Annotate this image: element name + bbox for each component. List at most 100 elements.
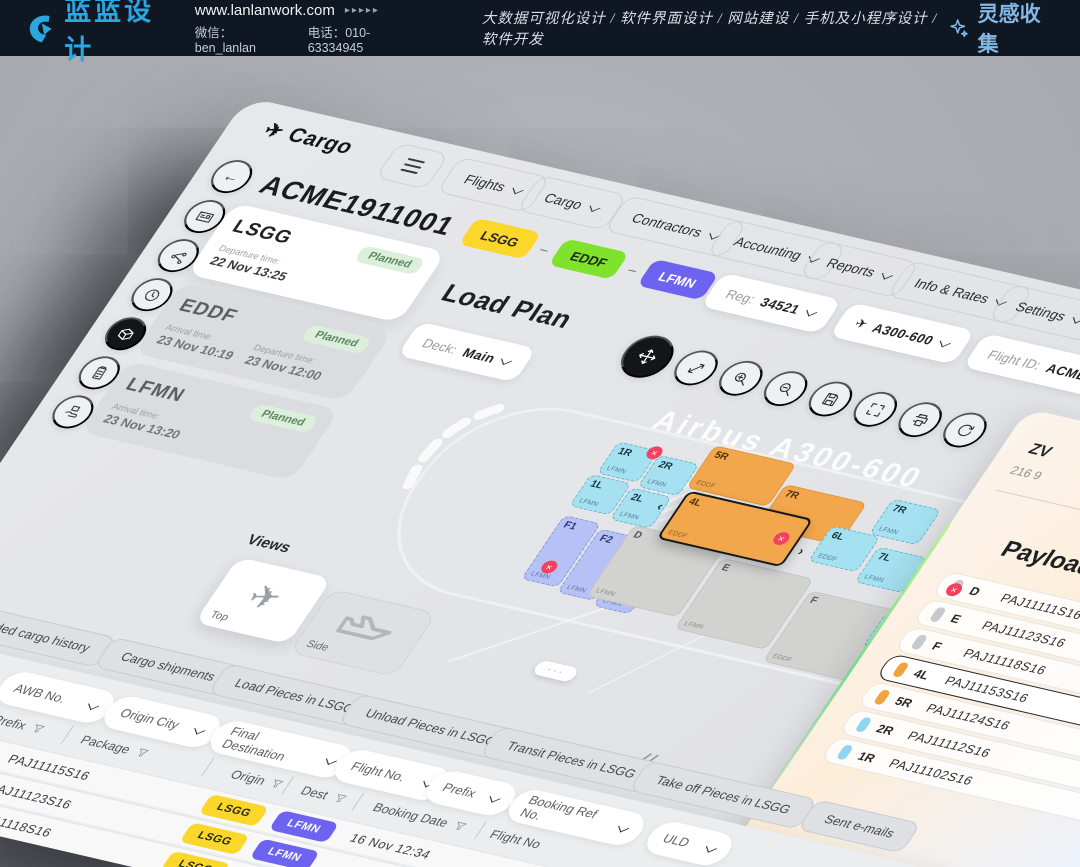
cell-id: 7R <box>889 503 909 517</box>
reg-select[interactable]: Reg: 34521 <box>700 272 842 334</box>
payload-header-code: ZV <box>1024 441 1056 461</box>
route-chip-eddf[interactable]: EDDF <box>548 238 630 280</box>
clipboard-icon <box>91 365 107 380</box>
chevron-down-icon <box>806 305 818 317</box>
cargo-app-window: ✈ Cargo ← ACME1911001 LSGG – EDDF – LFMN Reg… <box>0 97 1080 867</box>
cell-id: 2R <box>655 459 675 473</box>
rail-id-card-button[interactable] <box>176 196 233 237</box>
route-chip-lfmn[interactable]: LFMN <box>636 258 719 301</box>
agency-services: 大数据可视化设计 / 软件界面设计 / 网站建设 / 手机及小程序设计 / 软件… <box>481 11 938 48</box>
flight-id-field: Flight ID: ACME1911001 <box>962 333 1080 409</box>
payload-title: Payload <box>995 536 1080 581</box>
column-header-dest[interactable]: Dest <box>298 784 350 806</box>
chevron-down-icon <box>88 699 100 710</box>
zoom-out-button[interactable] <box>755 367 816 410</box>
stop-code: LSGG <box>228 216 297 249</box>
axes-button[interactable] <box>666 346 726 390</box>
column-header-booking-date[interactable]: Booking Date <box>370 801 470 835</box>
nav-item-label: Contractors <box>628 210 706 240</box>
plane-icon: ✈ <box>852 316 870 331</box>
chevron-down-icon <box>706 842 718 853</box>
frame-icon <box>865 402 885 417</box>
axes-icon <box>687 363 705 373</box>
cell-destination: LFMN <box>645 478 669 489</box>
chevron-down-icon <box>618 821 630 833</box>
nav-item-label: Info & Rates <box>911 275 993 306</box>
handbox-icon <box>65 405 81 417</box>
filter-label: Prefix <box>439 780 480 801</box>
view-option-side[interactable]: Side <box>288 588 438 677</box>
column-header-package[interactable]: Package <box>78 733 152 761</box>
hamburger-icon <box>399 157 425 175</box>
menu-button[interactable] <box>374 142 450 190</box>
star-icon <box>950 19 969 38</box>
alert-badge-icon: ✕ <box>770 530 793 547</box>
share-icon <box>171 252 187 264</box>
move-button[interactable] <box>611 331 684 383</box>
showcase-banner: 蓝蓝设计 www.lanlanwork.com ▸▸▸▸▸ 微信：ben_lan… <box>0 0 1080 65</box>
collect-button[interactable]: 灵感收集 <box>948 0 1052 58</box>
printer-button[interactable] <box>890 398 950 441</box>
chevron-down-icon <box>489 792 501 803</box>
chevron-down-icon <box>939 336 951 347</box>
column-header-origin[interactable]: Origin <box>228 768 287 792</box>
status-badge: Planned <box>300 324 373 355</box>
nav-item-label: Accounting <box>731 233 806 263</box>
zoom-in-button[interactable] <box>710 357 771 400</box>
rail-handbox-button[interactable] <box>44 391 102 432</box>
load-plan-title: Load Plan <box>435 278 580 334</box>
payload-position: F <box>929 639 945 654</box>
app-logo-label: Cargo <box>283 123 359 159</box>
route-chip-lsgg[interactable]: LSGG <box>458 217 542 260</box>
printer-icon <box>912 413 928 426</box>
refresh-button[interactable] <box>935 408 995 452</box>
plane-side-icon <box>335 615 392 641</box>
load-plan-toolbar <box>611 331 997 455</box>
view-option-label: Top <box>207 608 232 624</box>
payload-header-total: 216 9 <box>1007 463 1045 483</box>
payload-position: E <box>947 611 964 626</box>
payload-marker <box>891 661 910 678</box>
plane-icon: ✈ <box>260 120 288 142</box>
chevron-down-icon <box>1072 313 1080 324</box>
chevron-down-icon <box>589 201 601 212</box>
column-header-prefix[interactable]: Prefix <box>0 713 48 737</box>
back-button[interactable]: ← <box>203 156 260 197</box>
frame-button[interactable] <box>845 388 906 431</box>
status-badge: Planned <box>353 245 426 276</box>
cell-destination: LFMN <box>577 497 600 508</box>
rail-package-button[interactable] <box>97 313 154 354</box>
agency-brand: 蓝蓝设计 <box>64 0 155 65</box>
plane-top-icon: ✈ <box>242 580 288 616</box>
nav-item-label: Settings <box>1012 298 1070 324</box>
save-button[interactable] <box>800 377 861 421</box>
cell-id: 7L <box>875 551 894 564</box>
agency-phone: 电话：010-63334945 <box>307 25 371 55</box>
package-icon <box>117 328 134 340</box>
move-icon <box>639 349 656 364</box>
cell-id: 1L <box>587 478 606 492</box>
cell-destination: LFMN <box>617 510 641 522</box>
payload-position: 5R <box>892 694 916 711</box>
filter-label: Origin City <box>117 706 183 732</box>
agency-website[interactable]: www.lanlanwork.com <box>194 1 335 19</box>
views-title: Views <box>243 531 295 557</box>
payload-marker <box>835 744 855 761</box>
status-badge: Planned <box>247 403 320 434</box>
payload-marker <box>928 606 947 623</box>
agency-logo-icon <box>29 15 52 43</box>
rail-clock-button[interactable] <box>123 274 181 315</box>
chevron-down-icon <box>512 183 524 194</box>
filter-label: ULD <box>659 831 693 850</box>
arrows-decoration: ▸▸▸▸▸ <box>344 4 380 16</box>
route-separator: – <box>625 261 642 277</box>
funnel-icon <box>336 794 347 803</box>
rail-share-button[interactable] <box>149 235 207 276</box>
refresh-icon <box>957 424 975 436</box>
stop-code: EDDF <box>174 295 242 327</box>
rail-clipboard-button[interactable] <box>70 352 128 393</box>
cell-id: 6L <box>828 530 847 543</box>
stop-code: LFMN <box>121 374 190 407</box>
cell-destination: LFMN <box>604 464 628 476</box>
